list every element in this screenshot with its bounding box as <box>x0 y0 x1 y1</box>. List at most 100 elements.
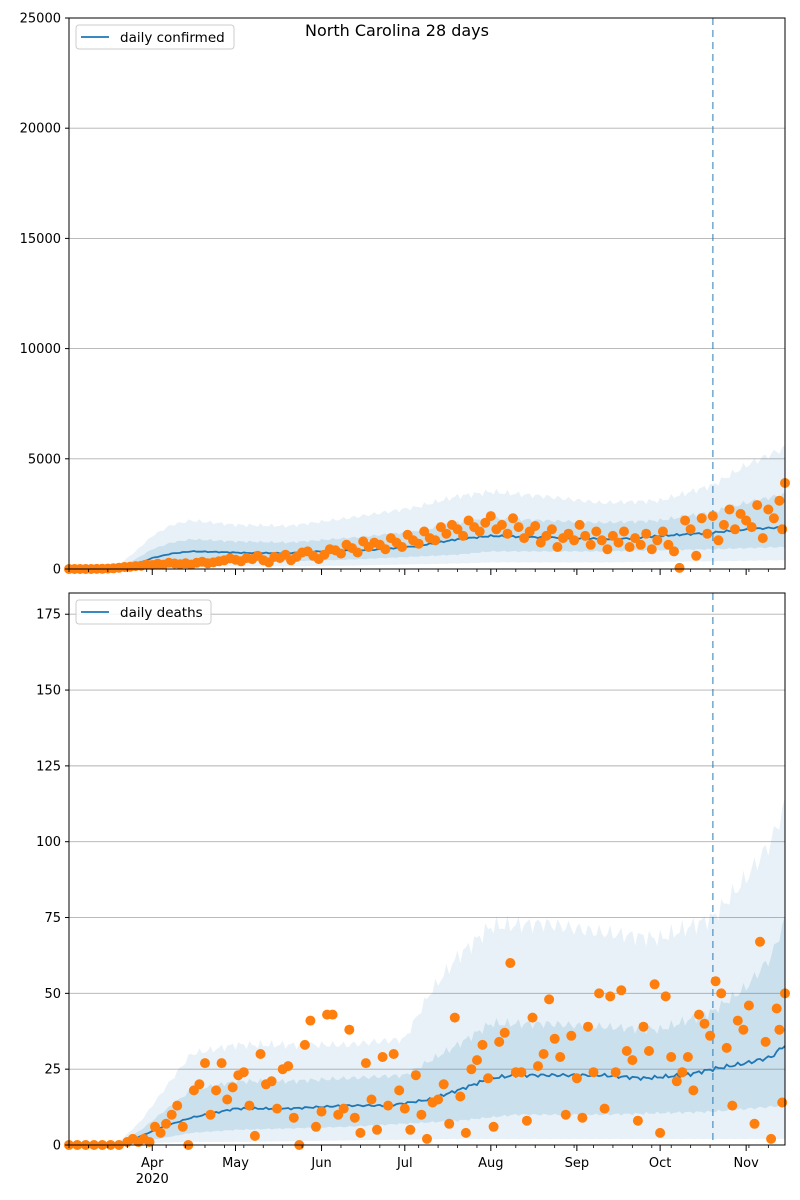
observed-point <box>494 1036 505 1047</box>
observed-point <box>255 1049 266 1059</box>
observed-point <box>422 1133 432 1144</box>
observed-point <box>741 515 752 526</box>
observed-point <box>680 515 691 526</box>
y-tick-label: 15000 <box>20 232 61 247</box>
observed-point <box>774 495 785 506</box>
observed-point <box>613 537 624 548</box>
observed-point <box>521 1115 532 1126</box>
observed-point <box>641 528 652 539</box>
observed-point <box>571 1073 582 1084</box>
observed-point <box>413 538 424 549</box>
observed-point <box>222 1094 233 1105</box>
y-tick-label: 50 <box>44 987 61 1002</box>
observed-point <box>627 1055 638 1066</box>
observed-point <box>710 976 721 987</box>
observed-point <box>485 511 496 522</box>
observed-point <box>438 1079 449 1090</box>
observed-point <box>563 528 574 539</box>
observed-point <box>161 1118 172 1129</box>
observed-point <box>249 1130 260 1141</box>
x-tick-label: Sep <box>565 1156 590 1171</box>
observed-point <box>766 1133 777 1144</box>
observed-point <box>688 1085 699 1096</box>
observed-point <box>449 1012 460 1023</box>
observed-point <box>541 530 552 541</box>
y-tick-label: 20000 <box>20 122 61 137</box>
observed-point <box>366 1094 377 1105</box>
observed-point <box>433 1094 444 1105</box>
observed-point <box>583 1021 593 1032</box>
observed-point <box>599 1103 610 1114</box>
observed-point <box>610 1067 621 1078</box>
observed-point <box>394 1085 405 1096</box>
observed-point <box>311 1121 321 1132</box>
observed-point <box>705 1030 716 1041</box>
observed-point <box>380 544 391 555</box>
observed-point <box>713 535 724 546</box>
y-tick-label: 10000 <box>20 342 61 357</box>
observed-point <box>244 1100 255 1111</box>
y-tick-label: 0 <box>53 1139 61 1154</box>
observed-point <box>594 988 605 999</box>
observed-point <box>657 526 668 537</box>
observed-point <box>455 1091 466 1102</box>
observed-point <box>646 544 657 555</box>
observed-point <box>458 530 469 541</box>
legend: daily confirmed <box>75 24 235 50</box>
observed-point <box>444 1118 455 1129</box>
observed-point <box>172 1100 183 1111</box>
observed-point <box>383 1100 394 1111</box>
observed-point <box>505 958 516 968</box>
observed-point <box>560 1109 571 1120</box>
observed-point <box>477 1039 488 1050</box>
observed-point <box>535 537 546 548</box>
observed-point <box>216 1058 227 1069</box>
observed-point <box>649 979 660 990</box>
x-tick-label: Jun <box>310 1156 331 1171</box>
observed-point <box>527 1012 538 1023</box>
observed-point <box>496 519 507 530</box>
observed-point <box>166 1109 177 1120</box>
observed-point <box>660 991 671 1002</box>
observed-point <box>585 539 596 550</box>
observed-point <box>674 562 685 573</box>
legend: daily deaths <box>75 599 212 625</box>
observed-point <box>743 1000 754 1011</box>
observed-point <box>724 504 735 515</box>
observed-point <box>349 1112 360 1123</box>
observed-point <box>544 994 555 1005</box>
observed-point <box>399 1103 410 1114</box>
observed-point <box>685 524 696 535</box>
y-tick-label: 25000 <box>20 12 61 27</box>
observed-point <box>669 546 679 557</box>
observed-point <box>755 936 765 947</box>
observed-point <box>574 519 585 530</box>
observed-point <box>738 1024 749 1035</box>
observed-point <box>194 1079 205 1090</box>
observed-point <box>533 1061 543 1072</box>
observed-point <box>372 1124 382 1135</box>
legend-label: daily deaths <box>120 605 203 621</box>
observed-point <box>519 533 530 544</box>
observed-point <box>727 1100 738 1111</box>
observed-point <box>777 524 788 535</box>
observed-point <box>338 1103 349 1114</box>
observed-point <box>655 1127 666 1138</box>
observed-point <box>499 1027 510 1038</box>
x-tick-label: Oct <box>649 1156 671 1171</box>
observed-point <box>419 526 430 537</box>
observed-point <box>624 542 635 552</box>
observed-point <box>735 508 746 519</box>
y-tick-label: 75 <box>44 911 61 926</box>
observed-point <box>638 1021 649 1032</box>
observed-point <box>580 530 591 541</box>
x-tick-year-label: 2020 <box>136 1172 169 1187</box>
plot-area <box>69 593 785 1145</box>
observed-point <box>635 539 646 550</box>
observed-point <box>238 1067 249 1078</box>
observed-point <box>605 991 616 1002</box>
observed-point <box>272 1103 283 1114</box>
observed-point <box>316 1106 327 1117</box>
